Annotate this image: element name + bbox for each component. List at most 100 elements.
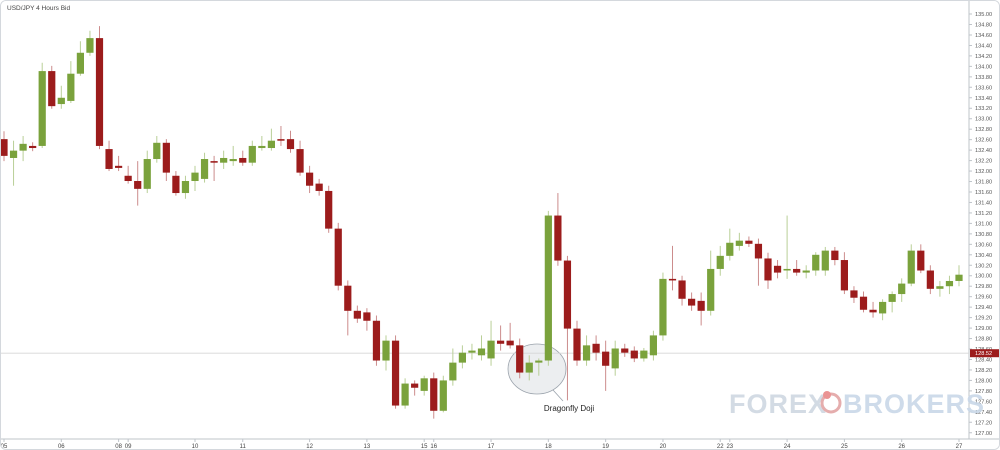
- y-tick-label: 134.00: [975, 64, 992, 70]
- candle-body: [162, 142, 170, 173]
- x-tick-label: 27: [956, 444, 963, 449]
- candle-body: [105, 149, 113, 169]
- candle-body: [506, 340, 514, 346]
- y-tick-label: 130.00: [975, 274, 992, 280]
- candle-body: [315, 183, 323, 191]
- candle-body: [688, 298, 696, 306]
- y-tick-label: 132.20: [975, 159, 992, 165]
- x-tick-label: 10: [192, 444, 199, 449]
- candle-body: [793, 268, 801, 273]
- candle-body: [439, 380, 447, 411]
- y-tick-label: 130.20: [975, 263, 992, 269]
- candle-body: [888, 294, 896, 302]
- watermark-text: BROKERS: [843, 389, 985, 419]
- y-tick-label: 128.20: [975, 368, 992, 374]
- x-tick-label: 26: [898, 444, 905, 449]
- candle-body: [525, 362, 533, 373]
- candle-body: [544, 215, 552, 361]
- annotation-pointer: [552, 389, 564, 402]
- x-tick-label: 17: [488, 444, 495, 449]
- candle-body: [86, 38, 94, 53]
- candle-body: [840, 260, 848, 291]
- candle-body: [124, 175, 132, 182]
- candle-body: [411, 383, 419, 388]
- candle-body: [812, 254, 820, 271]
- candle-body: [220, 157, 228, 163]
- candle-body: [153, 142, 161, 160]
- candle-body: [707, 268, 715, 311]
- candle-body: [143, 159, 151, 189]
- candle-body: [67, 73, 75, 101]
- x-tick-label: 25: [841, 444, 848, 449]
- x-tick-label: 06: [58, 444, 65, 449]
- candle-body: [535, 360, 543, 363]
- candle-body: [611, 348, 619, 369]
- candle-body: [716, 255, 724, 269]
- x-tick-label: 05: [1, 444, 8, 449]
- x-tick-label: 08: [115, 444, 122, 449]
- y-tick-label: 130.40: [975, 253, 992, 259]
- y-tick-label: 128.80: [975, 337, 992, 343]
- y-tick-label: 132.00: [975, 169, 992, 175]
- y-tick-label: 129.00: [975, 326, 992, 332]
- y-tick-label: 133.40: [975, 96, 992, 102]
- candle-body: [181, 181, 190, 194]
- candle-body: [134, 181, 142, 189]
- y-tick-label: 129.40: [975, 305, 992, 311]
- y-tick-label: 131.40: [975, 200, 992, 206]
- candle-body: [391, 340, 400, 406]
- y-tick-label: 134.60: [975, 33, 992, 39]
- y-tick-label: 127.00: [975, 431, 992, 437]
- candle-body: [306, 172, 314, 186]
- candle-body: [955, 274, 963, 281]
- y-tick-label: 127.20: [975, 420, 992, 426]
- x-tick-label: 09: [125, 444, 132, 449]
- candle-body: [420, 378, 428, 391]
- candle-body: [353, 310, 361, 319]
- y-tick-label: 129.80: [975, 284, 992, 290]
- candle-body: [487, 340, 495, 359]
- y-tick-label: 127.40: [975, 410, 992, 416]
- candle-body: [554, 215, 562, 261]
- candle-body: [773, 265, 782, 273]
- candle-body: [57, 97, 65, 105]
- candle-body: [497, 340, 505, 344]
- candle-body: [48, 71, 56, 107]
- candle-body: [917, 250, 925, 271]
- candle-body: [640, 350, 648, 359]
- candle-body: [38, 71, 46, 146]
- candle-body: [210, 161, 218, 163]
- candle-body: [239, 157, 247, 163]
- candle-body: [172, 175, 180, 194]
- candle-body: [926, 270, 934, 289]
- candle-body: [945, 280, 954, 287]
- candle-body: [477, 348, 486, 356]
- y-tick-label: 131.80: [975, 180, 992, 186]
- candle-body: [229, 159, 237, 162]
- candle-body: [936, 286, 944, 289]
- candle-body: [334, 228, 342, 286]
- candle-body: [630, 350, 638, 359]
- y-tick-label: 134.20: [975, 54, 992, 60]
- candle-body: [286, 139, 295, 150]
- x-tick-label: 12: [306, 444, 313, 449]
- last-price-label: 128.52: [975, 351, 992, 357]
- candle-body: [325, 190, 333, 229]
- candle-body: [621, 348, 629, 353]
- candle-body: [468, 350, 476, 353]
- candle-body: [649, 335, 657, 356]
- x-tick-label: 13: [364, 444, 371, 449]
- candle-body: [764, 258, 772, 281]
- y-tick-label: 127.80: [975, 389, 992, 395]
- y-tick-label: 131.20: [975, 211, 992, 217]
- y-tick-label: 127.60: [975, 399, 992, 405]
- candle-body: [745, 240, 753, 244]
- x-tick-label: 24: [784, 444, 791, 449]
- watermark-logo: [820, 392, 842, 414]
- candle-body: [859, 296, 868, 310]
- y-tick-label: 133.60: [975, 85, 992, 91]
- x-tick-label: 15: [421, 444, 428, 449]
- y-tick-label: 134.40: [975, 43, 992, 49]
- y-tick-label: 129.60: [975, 295, 992, 301]
- y-tick-label: 134.80: [975, 23, 992, 29]
